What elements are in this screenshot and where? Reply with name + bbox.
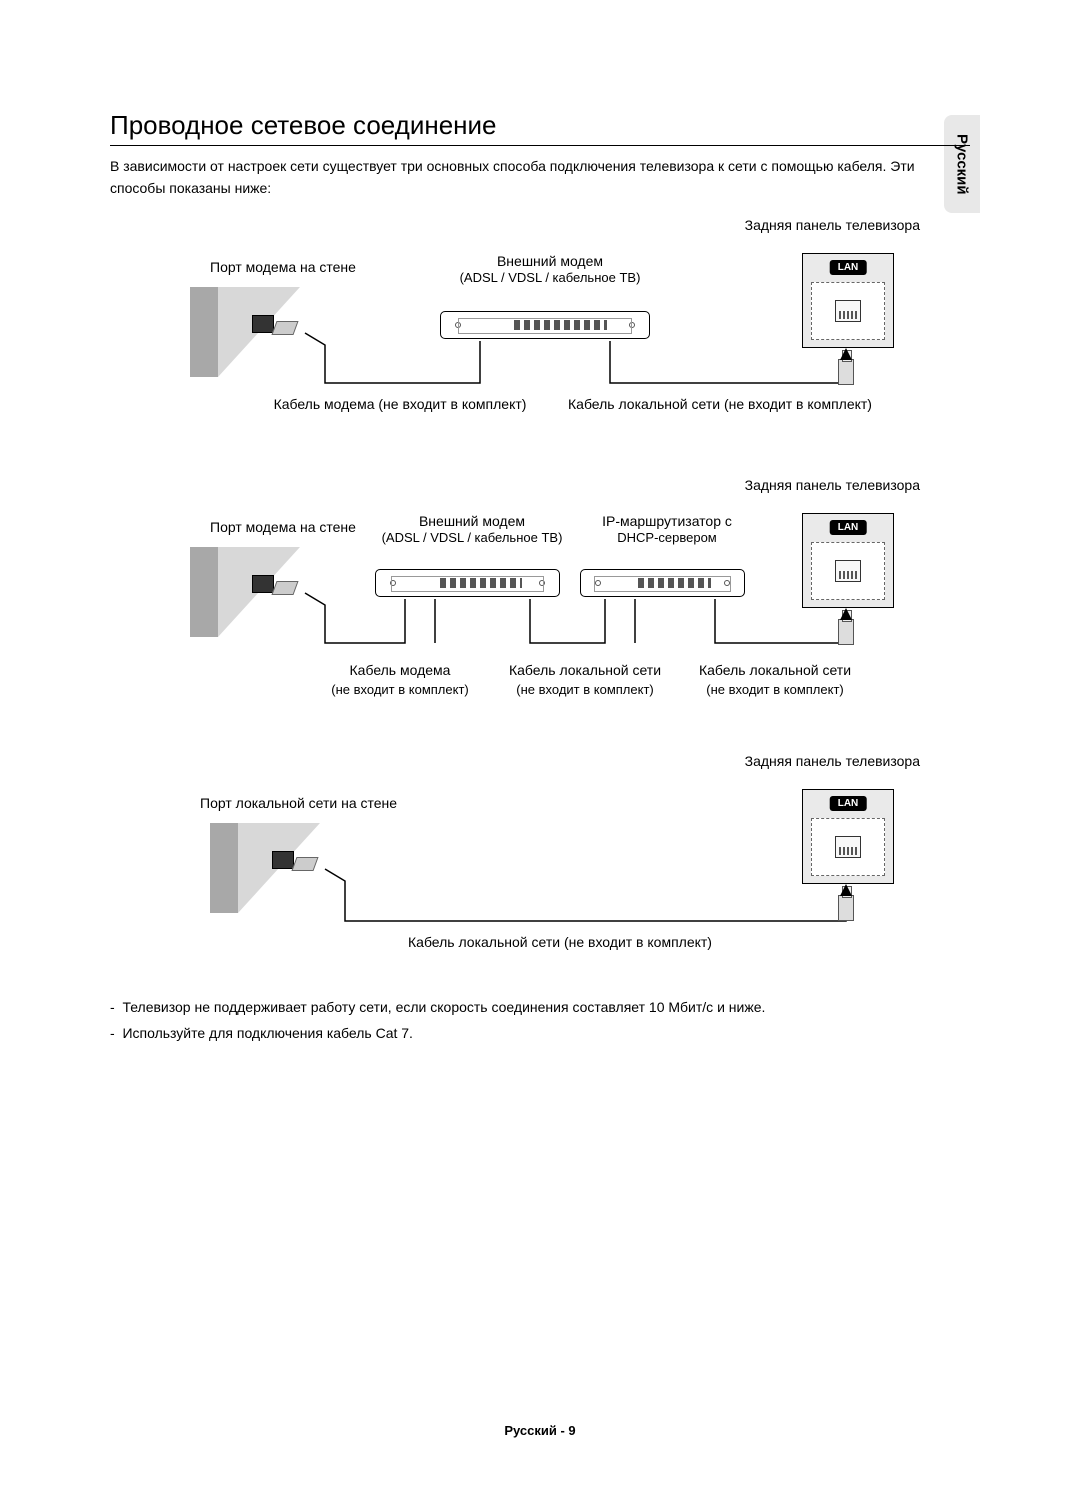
footnotes: - Телевизор не поддерживает работу сети,… [110,995,970,1045]
footnote-1-text: Телевизор не поддерживает работу сети, е… [122,999,765,1015]
not-included-text: (не входит в комплект) [706,682,843,697]
footnote-2-text: Используйте для подключения кабель Cat 7… [122,1025,413,1041]
connector-icon [838,895,854,921]
cable-modem-label-long: Кабель модема (не входит в комплект) [260,395,540,414]
footnote-1: - Телевизор не поддерживает работу сети,… [110,995,970,1020]
cable-modem-label: Кабель модема (не входит в комплект) [310,661,490,699]
cable-lan-label: Кабель локальной сети (не входит в компл… [490,661,680,699]
arrow-up-icon [840,608,852,620]
cable-lan-text: Кабель локальной сети [509,662,661,678]
intro-paragraph: В зависимости от настроек сети существуе… [110,156,970,199]
page-footer: Русский - 9 [0,1423,1080,1438]
cable-lan-label: Кабель локальной сети (не входит в компл… [680,661,870,699]
cable-lan-text: Кабель локальной сети [699,662,851,678]
diagram-3: Задняя панель телевизора Порт локальной … [150,759,930,969]
page-title: Проводное сетевое соединение [110,110,970,146]
connector-icon [838,619,854,645]
footer-lang: Русский [504,1423,557,1438]
not-included-text: (не входит в комплект) [331,682,468,697]
arrow-up-icon [840,884,852,896]
cable-lan-label-long: Кабель локальной сети (не входит в компл… [390,933,730,952]
cable-modem-text: Кабель модема [350,662,451,678]
arrow-up-icon [840,348,852,360]
diagram-2: Задняя панель телевизора Порт модема на … [150,483,930,733]
footer-page: 9 [568,1423,575,1438]
connector-icon [838,359,854,385]
page-content: Проводное сетевое соединение В зависимос… [0,0,1080,1046]
diagram-1: Задняя панель телевизора Порт модема на … [150,223,930,443]
not-included-text: (не входит в комплект) [516,682,653,697]
cable-lan-label-long: Кабель локальной сети (не входит в компл… [550,395,890,414]
footnote-2: - Используйте для подключения кабель Cat… [110,1021,970,1046]
footer-sep: - [557,1423,569,1438]
